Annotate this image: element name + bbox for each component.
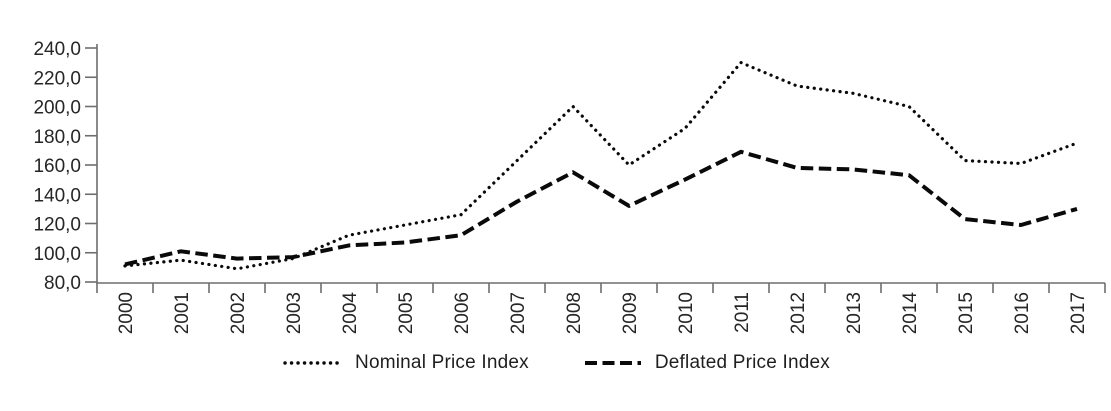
x-axis-label: 2000: [116, 292, 137, 334]
x-axis-label: 2001: [172, 292, 193, 334]
y-axis-label: 160,0: [33, 156, 81, 177]
legend-item-nominal: Nominal Price Index: [281, 352, 529, 374]
x-axis-label: 2003: [284, 292, 305, 334]
legend-label-nominal: Nominal Price Index: [355, 352, 529, 373]
y-axis-label: 220,0: [33, 68, 81, 89]
x-axis-label: 2015: [956, 292, 977, 334]
x-axis-label: 2010: [676, 292, 697, 334]
x-axis-label: 2011: [732, 292, 753, 333]
x-axis-label: 2006: [452, 292, 473, 334]
dotted-line-icon: [283, 361, 343, 365]
x-axis-label: 2012: [788, 292, 809, 334]
y-axis-label: 100,0: [33, 244, 81, 265]
series-line-nominal: [123, 61, 1079, 271]
axis-lines: [96, 44, 1105, 284]
chart-legend: Nominal Price Index Deflated Price Index: [0, 352, 1111, 374]
y-axis-label: 200,0: [33, 98, 81, 119]
dashed-line-icon: [584, 361, 641, 365]
price-index-line-chart: 80,0 100,0 120,0 140,0 160,0 180,0 200,0 220,0 2…: [33, 39, 1106, 335]
x-axis-label: 2005: [396, 292, 417, 334]
x-axis-label: 2016: [1012, 292, 1033, 334]
y-axis-label: 240,0: [33, 39, 81, 60]
x-axis-label: 2004: [340, 292, 361, 335]
x-axis-label: 2002: [228, 292, 249, 334]
y-axis-label: 120,0: [33, 215, 81, 236]
x-axis-label: 2009: [620, 292, 641, 334]
y-axis-label: 180,0: [33, 127, 81, 148]
series-line-deflated: [124, 149, 1078, 267]
y-axis-label: 140,0: [33, 185, 81, 206]
x-axis-label: 2008: [564, 292, 585, 334]
y-axis-label: 80,0: [44, 273, 81, 294]
x-axis-label: 2017: [1068, 292, 1089, 334]
legend-item-deflated: Deflated Price Index: [581, 352, 830, 374]
x-axis-label: 2014: [900, 292, 921, 335]
x-axis-label: 2013: [844, 292, 865, 334]
x-axis-label: 2007: [508, 292, 529, 334]
legend-label-deflated: Deflated Price Index: [654, 352, 830, 373]
